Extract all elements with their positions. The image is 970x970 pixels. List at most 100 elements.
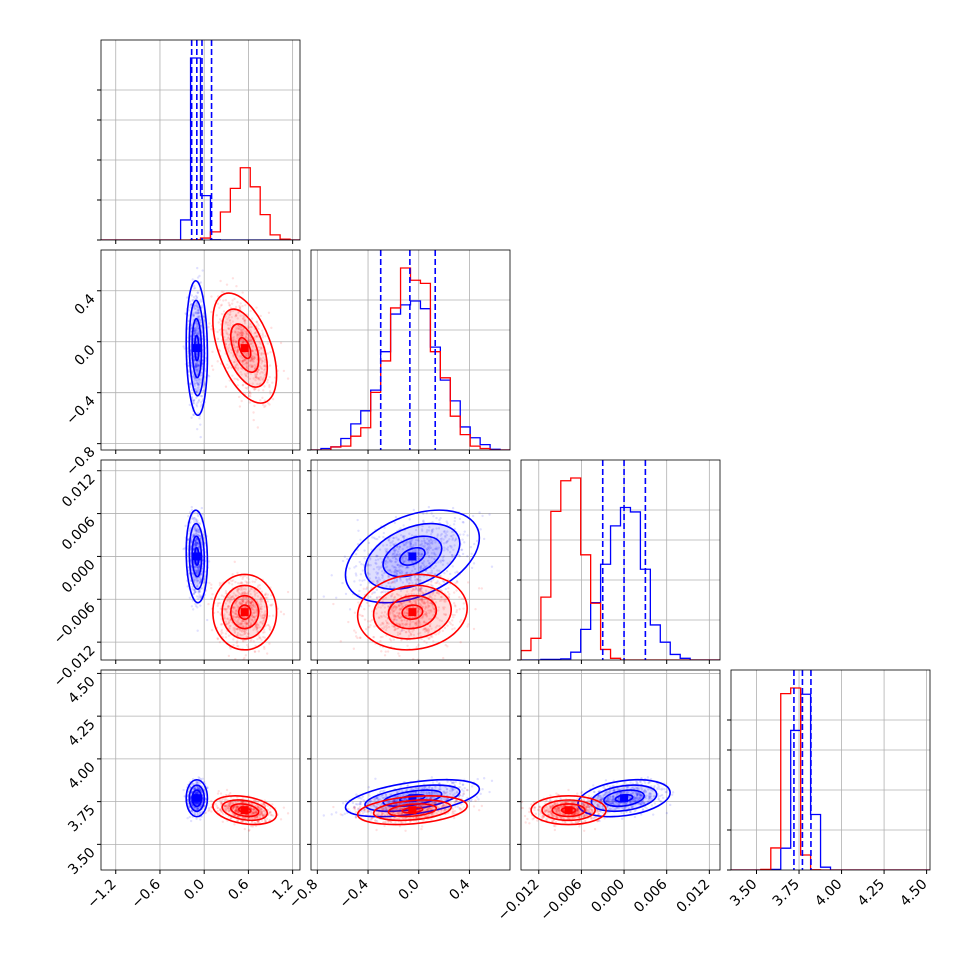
sample-point — [195, 312, 198, 315]
sample-point — [217, 321, 220, 324]
sample-point — [197, 565, 201, 568]
sample-point — [195, 364, 198, 367]
sample-point — [243, 632, 246, 636]
sample-point — [217, 597, 220, 601]
sample-point — [189, 526, 192, 529]
sample-point — [249, 587, 252, 591]
sample-point — [191, 573, 195, 576]
sample-point — [253, 650, 256, 653]
sample-point — [247, 326, 251, 329]
sample-point — [238, 326, 242, 329]
sample-point — [196, 569, 200, 572]
sample-point — [259, 399, 262, 402]
sample-point — [222, 328, 225, 332]
sample-point — [263, 364, 266, 368]
sample-point — [252, 601, 255, 604]
sample-point — [240, 334, 243, 337]
sample-point — [359, 538, 362, 541]
sample-point — [226, 363, 229, 366]
sample-point — [255, 373, 258, 376]
sample-point — [236, 330, 240, 334]
sample-point — [195, 541, 198, 545]
sample-point — [238, 629, 242, 632]
sample-point — [193, 566, 197, 570]
sample-point — [193, 329, 196, 332]
sample-point — [236, 378, 240, 382]
sample-point — [210, 586, 213, 590]
sample-point — [241, 588, 244, 591]
sample-point — [226, 348, 230, 351]
sample-point — [242, 359, 245, 362]
sample-point — [195, 296, 199, 300]
sample-point — [383, 654, 387, 657]
sample-point — [188, 578, 192, 581]
sample-point — [236, 627, 239, 630]
sample-point — [234, 363, 237, 367]
sample-point — [250, 325, 253, 329]
sample-point — [266, 342, 269, 345]
sample-point — [197, 589, 200, 593]
sample-point — [199, 401, 203, 404]
sample-point — [255, 320, 259, 324]
sample-point — [193, 382, 196, 385]
sample-point — [233, 631, 237, 634]
sample-point — [240, 334, 244, 337]
sample-point — [189, 334, 193, 338]
sample-point — [248, 394, 251, 397]
sample-point — [249, 338, 252, 342]
sample-point — [254, 375, 257, 379]
sample-point — [230, 596, 234, 599]
sample-point — [242, 629, 246, 633]
sample-point — [249, 323, 252, 326]
sample-point — [263, 615, 267, 619]
sample-point — [195, 331, 198, 335]
sample-point — [236, 350, 239, 354]
sample-point — [238, 333, 242, 337]
sample-point — [235, 326, 238, 329]
sample-point — [207, 560, 211, 563]
sample-point — [195, 538, 198, 542]
sample-point — [241, 291, 244, 294]
sample-point — [346, 557, 349, 561]
sample-point — [188, 815, 191, 819]
sample-point — [239, 370, 242, 374]
sample-point — [193, 511, 197, 514]
histogram-red — [311, 267, 510, 450]
sample-point — [238, 603, 242, 606]
sample-point — [228, 319, 231, 322]
sample-point — [257, 378, 261, 381]
sample-point — [250, 600, 254, 604]
sample-point — [228, 379, 231, 382]
sample-point — [239, 328, 243, 331]
sample-point — [248, 581, 251, 584]
sample-point — [228, 311, 232, 314]
sample-point — [195, 571, 198, 574]
sample-point — [261, 614, 264, 618]
sample-point — [269, 350, 272, 354]
sample-point — [194, 367, 197, 371]
density-peak — [408, 608, 417, 617]
sample-point — [260, 638, 263, 642]
sample-point — [255, 335, 258, 338]
sample-point — [243, 632, 246, 635]
sample-point — [188, 529, 192, 532]
sample-point — [195, 305, 199, 308]
sample-point — [240, 600, 244, 603]
sample-point — [195, 595, 199, 598]
sample-point — [194, 531, 197, 535]
sample-point — [254, 606, 258, 609]
sample-point — [198, 380, 201, 383]
sample-point — [193, 544, 196, 547]
sample-point — [247, 619, 251, 622]
sample-point — [238, 324, 241, 328]
sample-point — [234, 616, 238, 619]
sample-point — [250, 607, 254, 611]
sample-point — [254, 625, 258, 628]
sample-point — [245, 600, 249, 603]
sample-point — [193, 312, 197, 315]
sample-point — [232, 342, 235, 345]
sample-point — [261, 371, 265, 374]
sample-point — [244, 331, 248, 334]
sample-point — [223, 338, 227, 342]
sample-point — [202, 389, 206, 392]
